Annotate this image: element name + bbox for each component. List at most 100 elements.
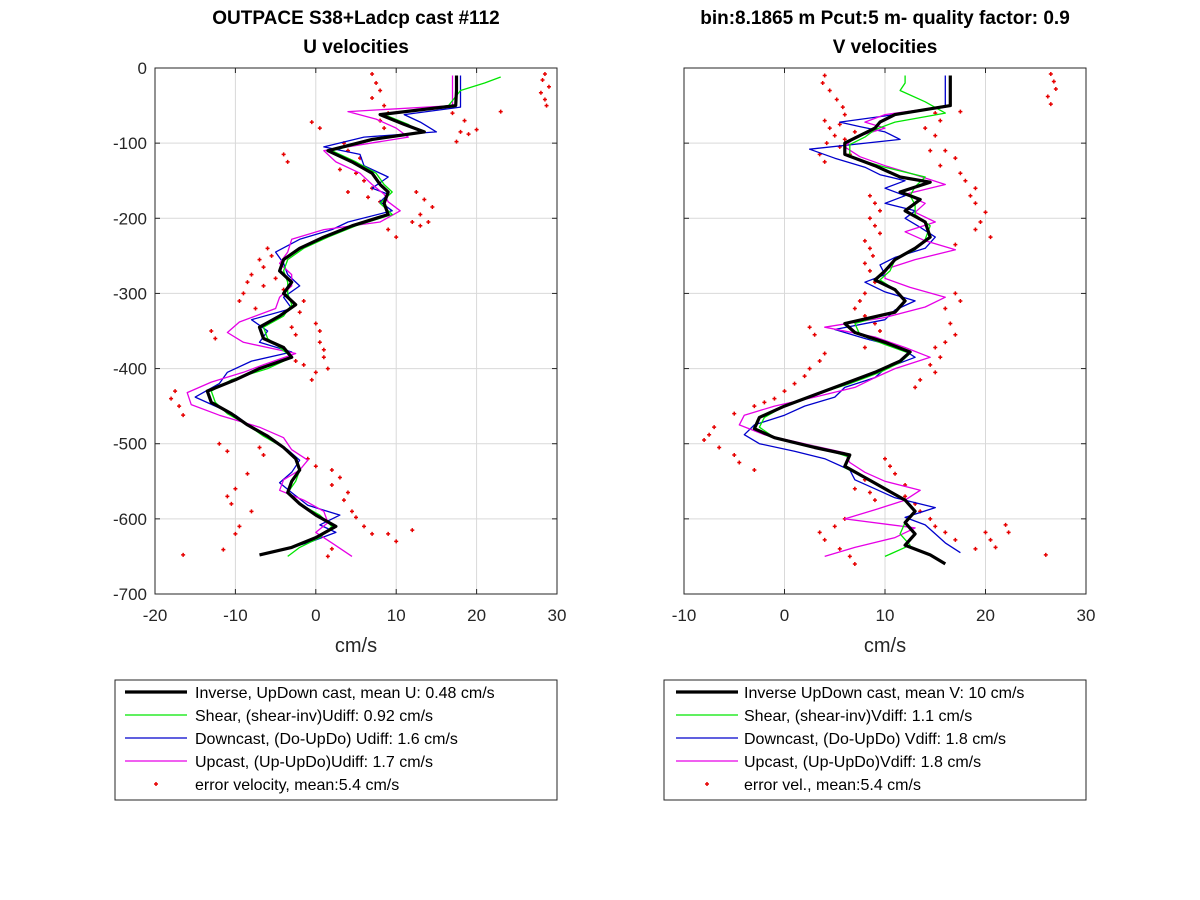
error-velocity-point [293, 359, 298, 364]
error-velocity-point [309, 377, 314, 382]
u-velocity-panel: OUTPACE S38+Ladcp cast #112 U velocities… [113, 8, 567, 801]
error-velocity-point [852, 306, 857, 311]
u-plot-area [155, 68, 557, 594]
error-velocity-point [289, 325, 294, 330]
error-velocity-point [538, 90, 543, 95]
error-velocity-point [229, 501, 234, 506]
error-velocity-point [209, 329, 214, 333]
error-velocity-point [370, 531, 375, 536]
error-velocity-point [888, 464, 893, 469]
error-velocity-point [546, 84, 551, 89]
error-velocity-point [329, 546, 334, 551]
error-velocity-point [321, 355, 326, 360]
error-velocity-point [933, 524, 938, 529]
error-velocity-point [852, 486, 857, 491]
error-velocity-point [877, 208, 882, 213]
error-velocity-point [337, 475, 342, 480]
u-x-axis-label: cm/s [335, 635, 377, 657]
error-velocity-point [241, 291, 246, 296]
legend-upcast-label: Upcast, (Up-UpDo)Udiff: 1.7 cm/s [195, 754, 433, 771]
error-velocity-point [1045, 94, 1050, 99]
error-velocity-point [953, 291, 958, 296]
error-velocity-point [862, 238, 867, 243]
legend-inverse-label: Inverse, UpDown cast, mean U: 0.48 cm/s [195, 685, 495, 702]
y-tick-label: -700 [113, 585, 147, 604]
error-velocity-point [253, 306, 258, 311]
v-x-axis-label: cm/s [864, 635, 906, 657]
error-velocity-point [345, 490, 350, 495]
legend-shear-label: Shear, (shear-inv)Udiff: 0.92 cm/s [195, 708, 433, 725]
error-velocity-point [867, 193, 872, 198]
error-velocity-point [257, 257, 262, 262]
error-velocity-point [169, 396, 174, 401]
u-legend-box [114, 679, 558, 801]
error-velocity-point [466, 132, 471, 137]
error-velocity-point [386, 227, 391, 232]
error-velocity-point [362, 178, 367, 183]
error-velocity-point [827, 126, 832, 131]
error-velocity-point [938, 163, 943, 168]
error-velocity-point [213, 336, 218, 341]
error-velocity-point [938, 118, 943, 123]
y-tick-label: -100 [113, 134, 147, 153]
error-velocity-point [877, 329, 882, 333]
v-panel-title: bin:8.1865 m Pcut:5 m- quality factor: 0… [700, 8, 1070, 29]
error-velocity-point [542, 97, 547, 102]
v-velocity-lines [738, 75, 961, 566]
error-velocity-point [973, 227, 978, 232]
x-tick-label: -10 [223, 606, 248, 625]
error-velocity-point [702, 437, 707, 442]
u-y-tick-labels: 0 -100 -200 -300 -400 -500 -600 -700 [113, 59, 147, 604]
error-velocity-point [321, 347, 326, 352]
error-velocity-point [963, 178, 968, 183]
u-velocity-lines [186, 75, 501, 557]
error-velocity-point [973, 201, 978, 206]
error-velocity-point [309, 120, 314, 125]
error-velocity-point [249, 509, 254, 514]
error-velocity-point [822, 537, 827, 542]
error-velocity-point [273, 276, 278, 281]
error-velocity-point [173, 389, 178, 394]
error-velocity-point [265, 246, 270, 251]
error-velocity-point [317, 329, 322, 333]
x-tick-label: 10 [387, 606, 406, 625]
legend-error-marker [705, 782, 709, 786]
error-velocity-point [717, 445, 722, 450]
legend-shear-label: Shear, (shear-inv)Vdiff: 1.1 cm/s [744, 708, 972, 725]
error-velocity-point [988, 235, 993, 240]
error-velocity-point [943, 306, 948, 311]
error-velocity-point [732, 411, 737, 416]
error-velocity-point [817, 530, 822, 535]
x-tick-label: 20 [976, 606, 995, 625]
error-velocity-point [958, 171, 963, 176]
error-velocity-point [297, 310, 302, 315]
error-velocity-point [852, 129, 857, 134]
v-axes-frame [683, 67, 1087, 595]
y-tick-label: -400 [113, 360, 147, 379]
error-velocity-point [933, 133, 938, 138]
error-velocity-point [752, 468, 757, 473]
error-velocity-point [345, 189, 350, 194]
error-velocity-point [325, 554, 330, 559]
error-velocity-point [812, 332, 817, 337]
downcast-profile-line [743, 75, 961, 554]
error-velocity-point [820, 81, 825, 86]
u-x-tick-labels: -20 -10 0 10 20 30 [143, 606, 567, 625]
error-velocity-point [394, 539, 399, 544]
error-velocity-point [410, 220, 415, 225]
x-tick-label: 10 [876, 606, 895, 625]
x-tick-label: -20 [143, 606, 168, 625]
error-velocity-point [807, 325, 812, 330]
error-velocity-point [837, 122, 842, 127]
y-tick-label: -200 [113, 209, 147, 228]
error-velocity-point [261, 283, 266, 288]
error-velocity-point [870, 253, 875, 258]
error-velocity-point [983, 210, 988, 215]
legend-error-label: error velocity, mean:5.4 cm/s [195, 777, 399, 794]
v-legend: Inverse UpDown cast, mean V: 10 cm/s Shea… [663, 679, 1087, 801]
error-velocity-point [293, 332, 298, 337]
error-velocity-point [913, 385, 918, 390]
error-velocity-point [943, 340, 948, 345]
error-velocity-point [973, 186, 978, 191]
error-velocity-point [862, 313, 867, 318]
